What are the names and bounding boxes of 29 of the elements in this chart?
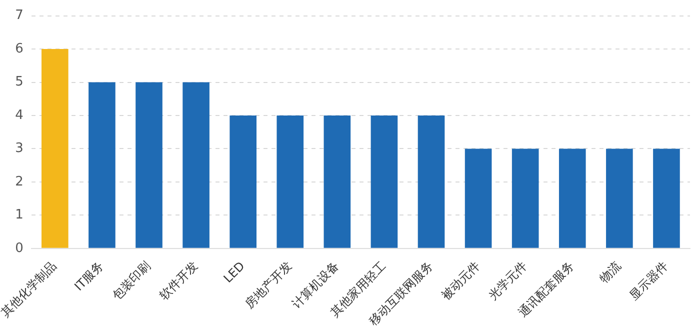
bar [418,115,445,248]
bar [42,49,68,248]
bar [182,82,210,248]
x-tick-label: 被动元件 [438,258,483,303]
y-tick-label: 3 [15,141,24,156]
x-tick-label: 软件开发 [156,258,200,303]
y-tick-label: 1 [15,208,24,223]
y-tick-label: 7 [15,8,24,24]
bar [464,148,492,248]
x-tick-label: LED [220,258,248,286]
bar [558,148,586,248]
bar [606,148,633,248]
x-tick-label: 物流 [596,258,624,286]
bar [276,115,304,248]
x-tick-label: IT服务 [72,258,106,294]
bar [370,115,398,248]
bar [653,148,680,248]
y-tick-label: 6 [15,41,24,56]
y-tick-label: 2 [15,174,24,190]
bar [324,115,351,248]
x-tick-label: 显示器件 [626,258,671,303]
y-tick-label: 0 [15,240,24,256]
y-tick-label: 5 [15,74,24,90]
bar [136,82,162,248]
y-tick-label: 4 [15,108,24,123]
bar [230,115,256,248]
bar [512,148,539,248]
x-tick-label: 包装印刷 [109,258,154,303]
bar [88,82,116,248]
